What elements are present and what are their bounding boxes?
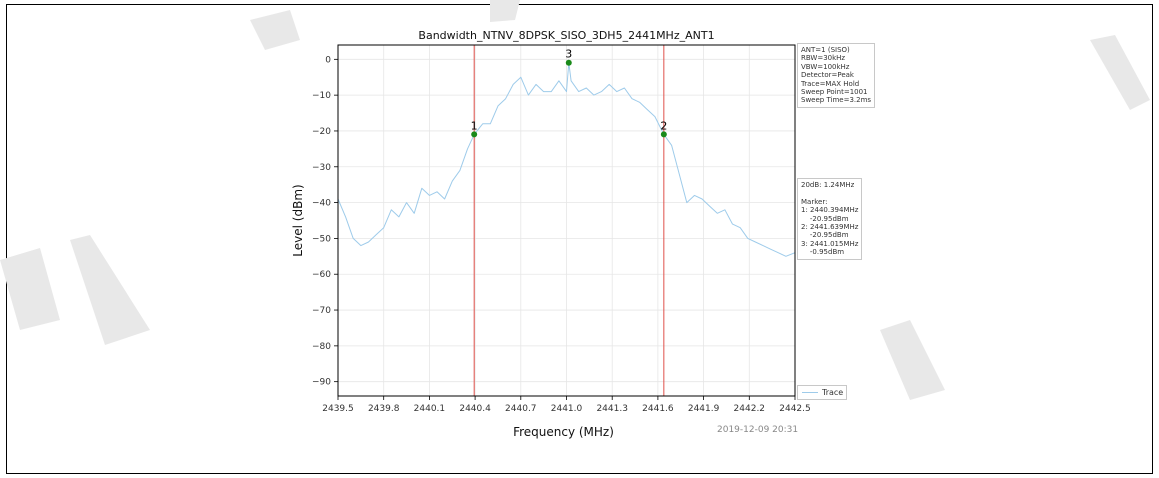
x-tick-label: 2440.7 (505, 404, 537, 414)
x-tick-label: 2440.1 (414, 404, 446, 414)
y-tick-label: −70 (312, 306, 331, 316)
marker-label-1: 1 (471, 119, 478, 132)
marker-point-1 (471, 131, 478, 138)
trace-line (337, 62, 796, 257)
x-tick-label: 2441.0 (551, 404, 583, 414)
y-tick-label: −90 (312, 378, 331, 388)
x-tick-label: 2440.4 (459, 404, 491, 414)
legend-label: Trace (822, 388, 844, 397)
y-tick-label: −60 (312, 270, 331, 280)
x-axis-label: Frequency (MHz) (513, 425, 614, 439)
settings-box: ANT=1 (SISO) RBW=30kHz VBW=100kHz Detect… (797, 43, 876, 108)
result-box: 20dB: 1.24MHz Marker: 1: 2440.394MHz -20… (797, 178, 863, 260)
x-tick-label: 2441.9 (688, 404, 720, 414)
y-tick-label: −30 (312, 163, 331, 173)
x-tick-label: 2441.6 (642, 404, 674, 414)
timestamp: 2019-12-09 20:31 (717, 425, 799, 435)
chart-title: Bandwidth_NTNV_8DPSK_SISO_3DH5_2441MHz_A… (418, 29, 714, 42)
y-tick-label: −10 (312, 91, 331, 101)
y-tick-label: −40 (312, 199, 331, 209)
marker-label-3: 3 (565, 48, 572, 61)
marker-label-2: 2 (660, 119, 667, 132)
x-tick-label: 2442.2 (734, 404, 766, 414)
y-tick-label: −80 (312, 342, 331, 352)
y-tick-label: 0 (325, 55, 331, 65)
x-tick-label: 2442.5 (779, 404, 811, 414)
x-tick-label: 2439.8 (368, 404, 400, 414)
y-axis-label: Level (dBm) (291, 184, 305, 256)
marker-point-2 (660, 131, 667, 138)
marker-point-3 (565, 59, 572, 66)
y-tick-label: −20 (312, 127, 331, 137)
screenshot-frame (6, 4, 1153, 474)
x-tick-label: 2441.3 (596, 404, 628, 414)
legend-swatch (802, 392, 818, 393)
x-tick-label: 2439.5 (322, 404, 354, 414)
y-tick-label: −50 (312, 234, 331, 244)
legend: Trace (797, 385, 847, 400)
